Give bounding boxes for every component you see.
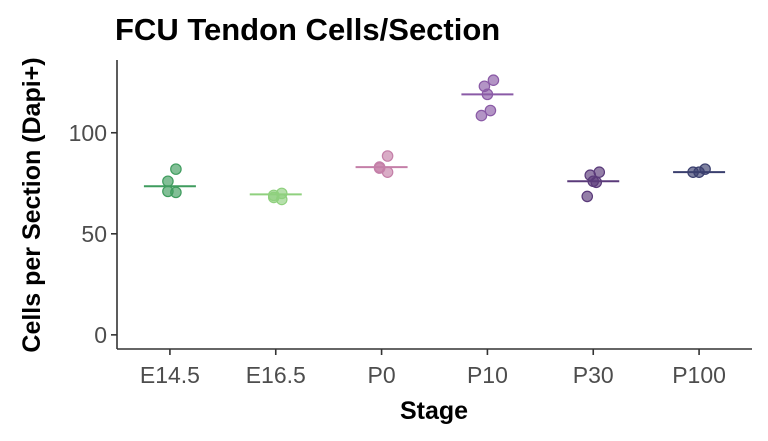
- data-point: [170, 163, 182, 175]
- data-point: [162, 175, 174, 188]
- x-tick-label: P30: [573, 362, 614, 388]
- data-point: [581, 190, 594, 203]
- x-tick-label: E16.5: [246, 362, 306, 388]
- y-tick-label: 50: [81, 221, 107, 247]
- data-point: [170, 186, 182, 199]
- x-tick-label: E14.5: [140, 362, 200, 388]
- x-tick-label: P10: [467, 362, 508, 388]
- data-point: [381, 166, 394, 178]
- y-tick-label: 0: [94, 322, 107, 348]
- axes: 0 50 100 E14.5 E16.5 P0 P10 P30 P100: [69, 60, 752, 388]
- data-point: [590, 176, 603, 189]
- data-point: [275, 193, 288, 206]
- data-point: [487, 74, 500, 87]
- chart-title: FCU Tendon Cells/Section: [115, 12, 500, 47]
- data-point: [381, 150, 394, 162]
- x-tick-label: P100: [672, 362, 726, 388]
- y-axis-title: Cells per Section (Dapi+): [18, 57, 46, 352]
- data-point: [475, 109, 488, 122]
- x-axis-title: Stage: [400, 397, 468, 425]
- data-marks: [143, 74, 726, 206]
- x-tick-label: P0: [368, 362, 396, 388]
- data-point: [484, 104, 497, 117]
- y-tick-label: 100: [69, 120, 107, 146]
